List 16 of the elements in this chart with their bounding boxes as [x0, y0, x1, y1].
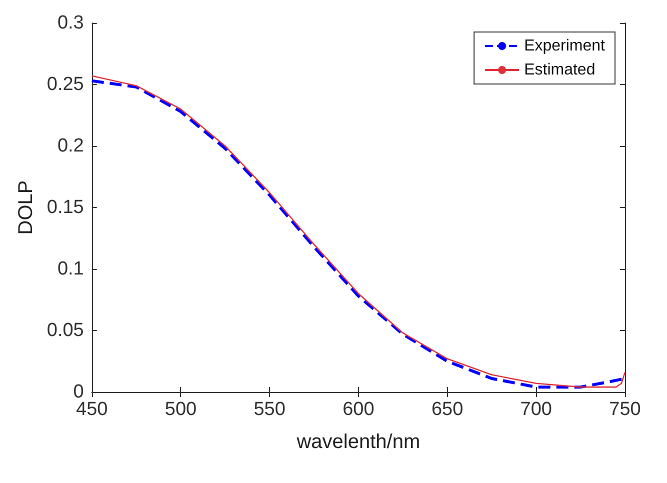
- y-tick-label: 0.1: [57, 258, 84, 280]
- legend-label: Experiment: [524, 38, 606, 54]
- x-tick-label: 650: [431, 399, 464, 420]
- x-tick-label: 700: [520, 399, 552, 420]
- x-tick-label: 600: [342, 399, 374, 420]
- y-tick-label: 0.25: [46, 74, 84, 95]
- y-axis-title: DOLP: [15, 180, 37, 235]
- x-tick-label: 550: [254, 399, 286, 420]
- x-axis-title: wavelenth/nm: [296, 431, 420, 453]
- y-tick-label: 0.15: [46, 197, 84, 218]
- legend-label: Estimated: [524, 62, 596, 78]
- x-tick-label: 500: [164, 399, 197, 420]
- x-tick-label: 750: [609, 399, 641, 420]
- y-tick-label: 0.05: [46, 320, 84, 341]
- y-tick-label: 0.2: [57, 136, 84, 156]
- y-tick-label: 0.3: [57, 12, 84, 34]
